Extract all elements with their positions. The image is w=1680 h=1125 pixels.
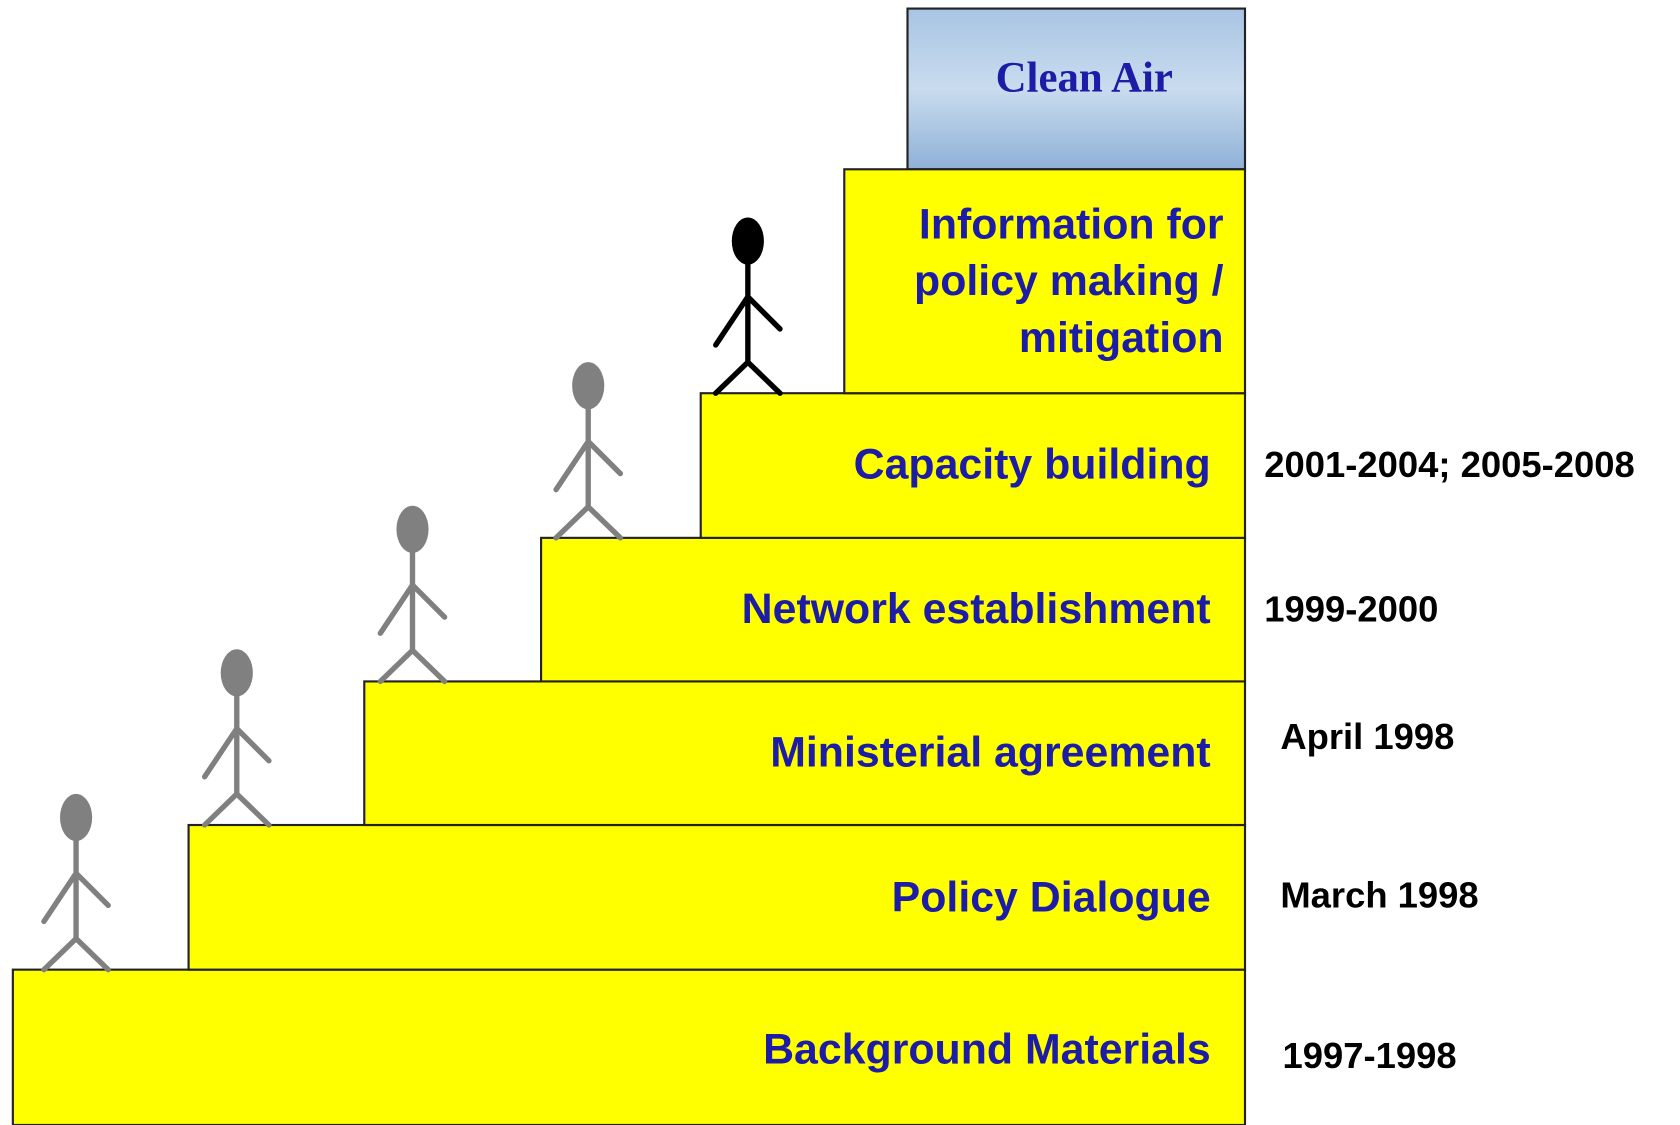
staircase-diagram: Clean Air Background Materials 1997-1998 P… <box>0 0 1680 1125</box>
stick-figure <box>716 218 780 394</box>
step-label: Information for <box>919 200 1224 248</box>
step-label: Policy Dialogue <box>892 873 1211 921</box>
figure-head <box>732 218 764 265</box>
stick-figure <box>556 362 620 538</box>
step-date: 1997-1998 <box>1283 1035 1457 1076</box>
step-label: Background Materials <box>763 1025 1211 1073</box>
step-label: policy making / <box>914 257 1224 305</box>
step-date: 2001-2004; 2005-2008 <box>1264 444 1634 485</box>
stick-figure <box>205 649 269 825</box>
figure-body <box>716 265 780 394</box>
step-date: March 1998 <box>1280 874 1478 915</box>
figure-head <box>221 649 253 696</box>
figure-head <box>396 506 428 553</box>
step-label: Capacity building <box>854 440 1211 488</box>
stick-figure <box>44 794 108 970</box>
step-label: Network establishment <box>742 585 1211 633</box>
stick-figure <box>380 506 444 682</box>
goal-label: Clean Air <box>996 54 1173 101</box>
step-label: Ministerial agreement <box>770 729 1211 777</box>
step-label: mitigation <box>1019 314 1224 362</box>
figure-body <box>44 841 108 970</box>
figure-head <box>60 794 92 841</box>
figure-body <box>556 409 620 538</box>
step-date: 1999-2000 <box>1264 588 1438 629</box>
figure-body <box>205 696 269 825</box>
figure-head <box>572 362 604 409</box>
step-date: April 1998 <box>1280 716 1454 757</box>
figure-body <box>380 553 444 682</box>
